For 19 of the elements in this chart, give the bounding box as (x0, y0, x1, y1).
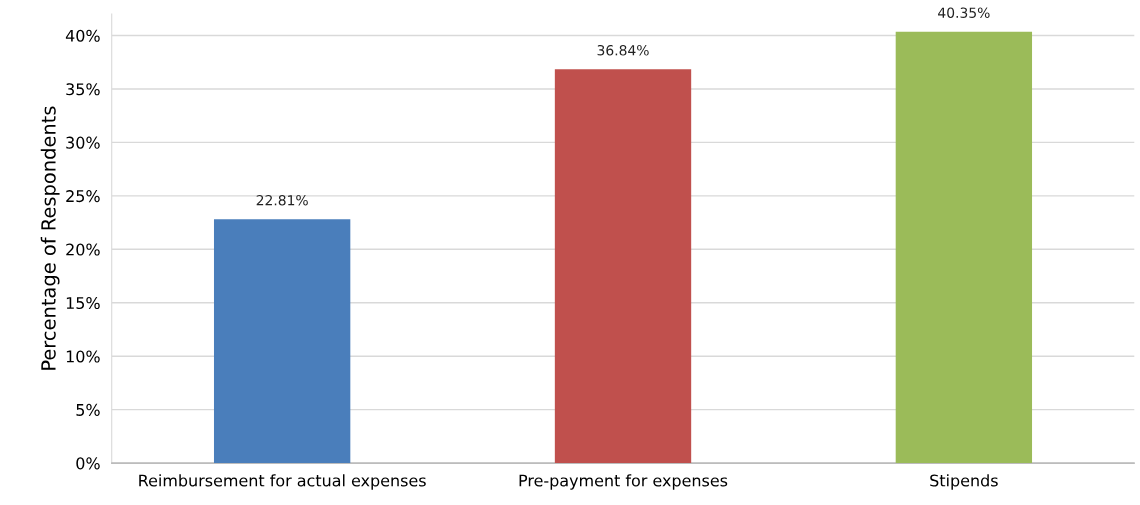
bar (895, 31, 1033, 464)
y-tick-label: 10% (66, 350, 100, 363)
y-tick-label: 0% (76, 457, 100, 470)
y-tick-label: 20% (66, 243, 100, 256)
y-tick-label: 30% (66, 136, 100, 149)
x-tick-label: Pre-payment for expenses (519, 474, 728, 490)
bar (213, 219, 351, 464)
bar (554, 69, 692, 464)
data-label: 36.84% (597, 44, 649, 56)
y-tick-label: 5% (76, 403, 100, 416)
x-tick-label: Reimbursement for actual expenses (139, 474, 426, 490)
y-tick-label: 35% (66, 83, 100, 96)
data-label: 40.35% (938, 7, 990, 18)
x-tick-label: Stipends (930, 474, 998, 490)
y-tick-label: 15% (66, 296, 100, 310)
y-tick-label: 40% (65, 29, 100, 42)
y-tick-label: 25% (66, 190, 100, 203)
data-label: 22.81% (256, 194, 308, 206)
y-axis-title: Percentage of Respondents (40, 106, 60, 370)
